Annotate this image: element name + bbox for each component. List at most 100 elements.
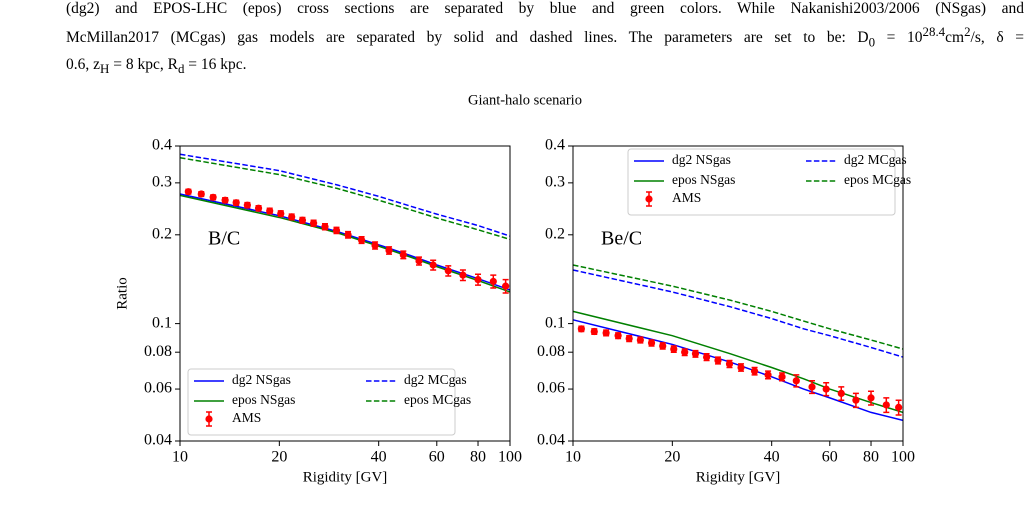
line [572, 269, 904, 358]
data-point [332, 226, 341, 234]
data-point [590, 327, 598, 336]
y-tick-label: 0.3 [152, 174, 172, 191]
x-tick-label: 100 [891, 449, 915, 466]
data-point [502, 282, 510, 290]
legend-label: dg2 MCgas [844, 152, 907, 167]
data-point [837, 389, 845, 397]
data-point [266, 207, 274, 215]
data-point [764, 371, 772, 379]
legend-box [187, 368, 456, 436]
y-tick-label: 0.04 [537, 432, 565, 449]
data-point [822, 385, 830, 393]
data-point [277, 209, 285, 218]
legend-label: AMS [672, 190, 701, 205]
caption-text: McMillan2017 (MCgas) gas models are sepa… [66, 29, 869, 47]
caption: (dg2) and EPOS-LHC (epos) cross sections… [66, 0, 1024, 80]
data-point [221, 196, 229, 204]
legend-label: epos MCgas [844, 172, 911, 187]
legend-label: epos NSgas [672, 172, 735, 187]
y-tick-label: 0.08 [537, 343, 565, 360]
x-tick-label: 10 [565, 449, 581, 466]
x-tick-label: 10 [172, 449, 188, 466]
caption-text: H [100, 61, 110, 77]
caption-text: 2 [964, 24, 971, 39]
x-tick-label: 80 [863, 449, 879, 466]
y-tick-label: 0.1 [152, 314, 172, 331]
data-point [385, 246, 393, 255]
data-point [232, 199, 240, 207]
line [572, 310, 904, 414]
y-axis-label: Ratio [114, 277, 130, 310]
legend-swatch [205, 415, 213, 423]
data-point [670, 345, 678, 353]
x-tick-label: 40 [764, 449, 780, 466]
caption-text: /s, δ = [970, 29, 1024, 47]
legend-label: dg2 NSgas [672, 152, 731, 167]
y-tick-label: 0.06 [537, 380, 565, 397]
y-tick-label: 0.06 [144, 380, 172, 397]
y-tick-label: 0.2 [152, 225, 172, 242]
line [179, 153, 511, 237]
data-point [647, 339, 656, 347]
y-tick-label: 0.4 [545, 137, 565, 154]
legend-label: epos MCgas [404, 392, 471, 407]
data-point [459, 271, 467, 279]
caption-text: cm [945, 29, 965, 47]
data-point [243, 201, 251, 209]
data-point [636, 336, 644, 344]
caption-line: (dg2) and EPOS-LHC (epos) cross sections… [66, 0, 1024, 20]
caption-text: 0.6, z [66, 56, 101, 74]
x-tick-label: 40 [371, 449, 387, 466]
data-point [659, 342, 667, 350]
x-tick-label: 80 [470, 449, 486, 466]
axes-frame [572, 145, 904, 442]
x-axis-label: Rigidity [GV] [303, 469, 388, 485]
data-point [371, 241, 379, 250]
data-point [895, 403, 903, 411]
data-point [298, 216, 307, 224]
y-tick-label: 0.2 [545, 225, 565, 242]
legend-label: AMS [232, 410, 261, 425]
y-tick-label: 0.4 [152, 137, 172, 154]
data-point [184, 188, 192, 196]
x-tick-label: 60 [822, 449, 838, 466]
legend-label: dg2 MCgas [404, 372, 467, 387]
line [572, 264, 904, 350]
panel-label: Be/C [601, 228, 642, 250]
y-tick-label: 0.1 [545, 314, 565, 331]
data-point [577, 325, 585, 333]
data-point [288, 213, 296, 221]
line [572, 319, 904, 422]
x-tick-label: 20 [271, 449, 287, 466]
data-point [714, 356, 722, 365]
x-tick-label: 60 [429, 449, 445, 466]
caption-text: 28.4 [922, 24, 946, 39]
data-point [778, 373, 786, 381]
y-tick-label: 0.3 [545, 174, 565, 191]
data-point [882, 401, 890, 409]
data-point [209, 193, 217, 201]
data-point [489, 277, 497, 286]
legend-swatch [645, 195, 653, 203]
data-point [702, 353, 711, 361]
data-point [808, 383, 816, 391]
figure-title: Giant-halo scenario [468, 92, 582, 108]
data-point [614, 332, 622, 340]
data-point [792, 377, 800, 385]
data-point [321, 223, 329, 231]
legend-box [627, 148, 896, 216]
y-tick-label: 0.08 [144, 343, 172, 360]
data-point [681, 348, 689, 356]
x-tick-label: 20 [664, 449, 680, 466]
data-point [625, 334, 633, 343]
caption-text: = 16 kpc. [184, 56, 247, 74]
data-point [197, 190, 205, 198]
caption-text: 0 [868, 34, 876, 50]
x-tick-label: 100 [498, 449, 522, 466]
data-point [602, 329, 610, 337]
data-point [737, 363, 745, 372]
data-point [429, 261, 437, 269]
data-point [357, 236, 366, 244]
